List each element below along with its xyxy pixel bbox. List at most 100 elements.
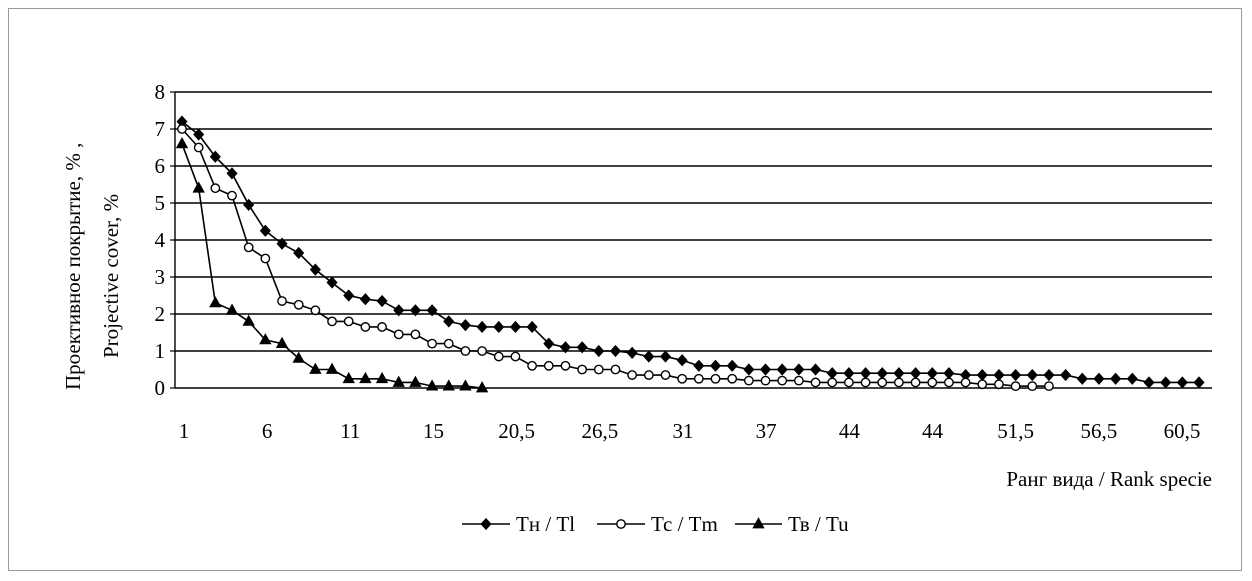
- series-1-point-40: [826, 367, 838, 380]
- series-2-point-24: [560, 360, 571, 371]
- x-tick-label-13: 60,5: [1164, 419, 1201, 443]
- series-2-point-34: [727, 373, 738, 384]
- series-2-point-23: [543, 360, 554, 371]
- series-1-point-53: [1043, 368, 1055, 382]
- series-1-point-8: [293, 246, 305, 260]
- series-1-point-13: [376, 294, 388, 308]
- series-3-point-12: [359, 371, 372, 384]
- series-2: [177, 124, 1054, 392]
- series-1-point-36: [759, 363, 772, 376]
- x-tick-label-5: 20,5: [498, 419, 535, 443]
- series-1-point-50: [993, 368, 1005, 382]
- series-1-point-25: [576, 341, 588, 354]
- series-1-point-5: [243, 198, 255, 211]
- x-tick-label-11: 51,5: [997, 419, 1034, 443]
- series-2-point-10: [327, 316, 337, 327]
- series-2-point-8: [293, 299, 304, 310]
- series-2-point-46: [927, 377, 938, 388]
- series-2-point-28: [627, 370, 638, 380]
- series-2-point-25: [577, 364, 588, 375]
- series-2-point-52: [1027, 381, 1038, 392]
- series-1-point-11: [343, 289, 355, 302]
- series-3-point-4: [225, 303, 239, 315]
- y-tick-label-1: 1: [155, 339, 166, 363]
- series-3-point-16: [425, 379, 439, 391]
- series-1-point-24: [559, 341, 571, 354]
- series-1-point-17: [443, 315, 455, 328]
- series-1-point-21: [509, 320, 521, 334]
- y-tick-labels: 0 1 2 3 4 5 6 7 8: [155, 80, 166, 400]
- series-1-point-6: [259, 224, 271, 237]
- series-2-point-14: [393, 329, 404, 340]
- series-2-point-4: [227, 190, 237, 201]
- x-tick-label-6: 26,5: [581, 419, 618, 443]
- y-tick-label-8: 8: [155, 80, 166, 104]
- series-1-point-47: [943, 367, 955, 380]
- series-2-point-43: [877, 377, 888, 388]
- series-2-point-1: [177, 124, 187, 134]
- series-1-point-55: [1076, 372, 1088, 385]
- series-1-point-43: [876, 367, 888, 380]
- x-tick-label-8: 37: [756, 419, 777, 443]
- series-2-point-38: [793, 375, 804, 386]
- grid-lines: [175, 91, 1212, 352]
- series-1-point-60: [1160, 376, 1172, 389]
- series-1-point-41: [843, 367, 855, 380]
- series-2-point-20: [493, 351, 504, 362]
- series-3: [175, 136, 489, 393]
- series-2-point-6: [260, 253, 271, 264]
- series-3-point-15: [409, 375, 422, 387]
- series-2-point-45: [910, 377, 921, 388]
- series-2-point-21: [510, 351, 521, 362]
- series-2-point-2: [193, 142, 204, 153]
- series-1-point-19: [476, 320, 488, 334]
- series-1-point-42: [860, 367, 872, 380]
- series-3-point-10: [325, 362, 339, 374]
- series-1-point-23: [543, 337, 555, 350]
- series-1-point-37: [776, 363, 788, 376]
- series-1-point-28: [626, 346, 638, 359]
- series-3-point-19: [475, 381, 489, 393]
- series-3-point-18: [459, 379, 472, 391]
- series-2-point-13: [377, 322, 387, 332]
- series-2-point-29: [643, 370, 654, 380]
- series-1-point-2: [193, 128, 205, 141]
- series-1-point-35: [743, 363, 755, 376]
- x-tick-label-1: 1: [179, 419, 190, 443]
- series-1-point-12: [359, 293, 371, 306]
- legend-item-1: Тн / Tl: [462, 512, 575, 536]
- series-1-point-45: [910, 367, 922, 380]
- legend-item-3: Тв / Tu: [735, 512, 849, 536]
- series-2-point-30: [660, 370, 671, 380]
- series-1-point-57: [1110, 372, 1122, 385]
- y-tick-label-6: 6: [155, 154, 166, 178]
- series-2-point-7: [277, 296, 287, 306]
- series-lines: [175, 115, 1205, 393]
- series-2-point-27: [610, 364, 621, 375]
- x-tick-label-7: 31: [673, 419, 694, 443]
- series-1-point-4: [226, 167, 238, 180]
- series-2-point-37: [777, 375, 788, 386]
- y-tick-label-4: 4: [155, 228, 166, 252]
- series-1-point-58: [1126, 372, 1138, 385]
- series-2-point-26: [593, 364, 604, 375]
- series-2-point-22: [527, 360, 538, 371]
- series-3-point-6: [259, 333, 272, 345]
- series-1-point-10: [326, 276, 338, 289]
- series-3-point-14: [392, 375, 405, 387]
- axes: [170, 91, 1212, 389]
- series-1-point-18: [459, 319, 471, 332]
- series-1-point-62: [1193, 376, 1205, 389]
- series-3-point-5: [242, 314, 255, 326]
- series-1-point-32: [693, 359, 705, 372]
- series-2-point-36: [760, 375, 771, 386]
- series-1: [176, 115, 1205, 389]
- series-2-point-53: [1044, 381, 1054, 392]
- y-axis-label-line2: Projective cover, %: [99, 194, 123, 358]
- y-tick-label-5: 5: [155, 191, 166, 215]
- x-tick-label-4: 15: [423, 419, 444, 443]
- series-2-point-19: [477, 346, 487, 356]
- series-1-point-14: [393, 304, 405, 317]
- series-1-point-15: [409, 304, 421, 317]
- series-1-point-27: [609, 344, 622, 358]
